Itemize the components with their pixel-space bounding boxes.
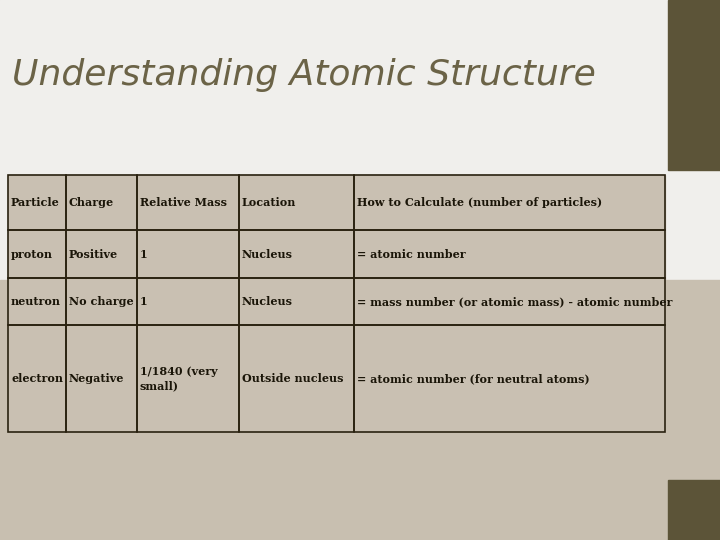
- Bar: [66, 278, 137, 325]
- Text: Particle: Particle: [11, 197, 60, 208]
- Text: Nucleus: Nucleus: [242, 296, 292, 307]
- Bar: [137, 230, 238, 278]
- Text: neutron: neutron: [11, 296, 61, 307]
- Text: Understanding Atomic Structure: Understanding Atomic Structure: [12, 58, 596, 92]
- Bar: [137, 175, 238, 230]
- Bar: [0, 0, 720, 300]
- Bar: [8, 230, 66, 278]
- Bar: [238, 175, 354, 230]
- Bar: [354, 175, 665, 230]
- Bar: [66, 278, 137, 325]
- Bar: [8, 230, 66, 278]
- Bar: [354, 230, 665, 278]
- Bar: [8, 175, 66, 230]
- Bar: [354, 175, 665, 230]
- Bar: [66, 325, 137, 432]
- Text: Charge: Charge: [69, 197, 114, 208]
- Bar: [0, 280, 720, 540]
- Bar: [238, 325, 354, 432]
- Bar: [66, 175, 137, 230]
- Bar: [354, 325, 665, 432]
- Bar: [66, 325, 137, 432]
- Bar: [354, 278, 665, 325]
- Bar: [668, 480, 720, 540]
- Bar: [8, 325, 66, 432]
- Text: = mass number (or atomic mass) - atomic number: = mass number (or atomic mass) - atomic …: [356, 296, 672, 307]
- Bar: [66, 175, 137, 230]
- Text: Outside nucleus: Outside nucleus: [242, 373, 343, 384]
- Bar: [354, 230, 665, 278]
- Text: = atomic number (for neutral atoms): = atomic number (for neutral atoms): [356, 373, 589, 384]
- Bar: [238, 230, 354, 278]
- Bar: [137, 325, 238, 432]
- Text: No charge: No charge: [69, 296, 133, 307]
- Text: 1: 1: [140, 248, 148, 260]
- Text: = atomic number: = atomic number: [356, 248, 465, 260]
- Bar: [8, 278, 66, 325]
- Bar: [238, 325, 354, 432]
- Bar: [8, 175, 66, 230]
- Text: Negative: Negative: [69, 373, 124, 384]
- Bar: [66, 230, 137, 278]
- Text: Positive: Positive: [69, 248, 118, 260]
- Bar: [137, 278, 238, 325]
- Bar: [137, 325, 238, 432]
- Bar: [238, 230, 354, 278]
- Text: Location: Location: [242, 197, 296, 208]
- Text: 1/1840 (very
small): 1/1840 (very small): [140, 366, 217, 391]
- Bar: [238, 278, 354, 325]
- Bar: [668, 0, 720, 170]
- Bar: [137, 278, 238, 325]
- Bar: [8, 278, 66, 325]
- Bar: [238, 278, 354, 325]
- Text: electron: electron: [11, 373, 63, 384]
- Bar: [354, 325, 665, 432]
- Bar: [137, 175, 238, 230]
- Bar: [354, 278, 665, 325]
- Bar: [8, 325, 66, 432]
- Text: Nucleus: Nucleus: [242, 248, 292, 260]
- Text: proton: proton: [11, 248, 53, 260]
- Bar: [238, 175, 354, 230]
- Text: 1: 1: [140, 296, 148, 307]
- Text: Relative Mass: Relative Mass: [140, 197, 227, 208]
- Text: How to Calculate (number of particles): How to Calculate (number of particles): [356, 197, 602, 208]
- Bar: [137, 230, 238, 278]
- Bar: [66, 230, 137, 278]
